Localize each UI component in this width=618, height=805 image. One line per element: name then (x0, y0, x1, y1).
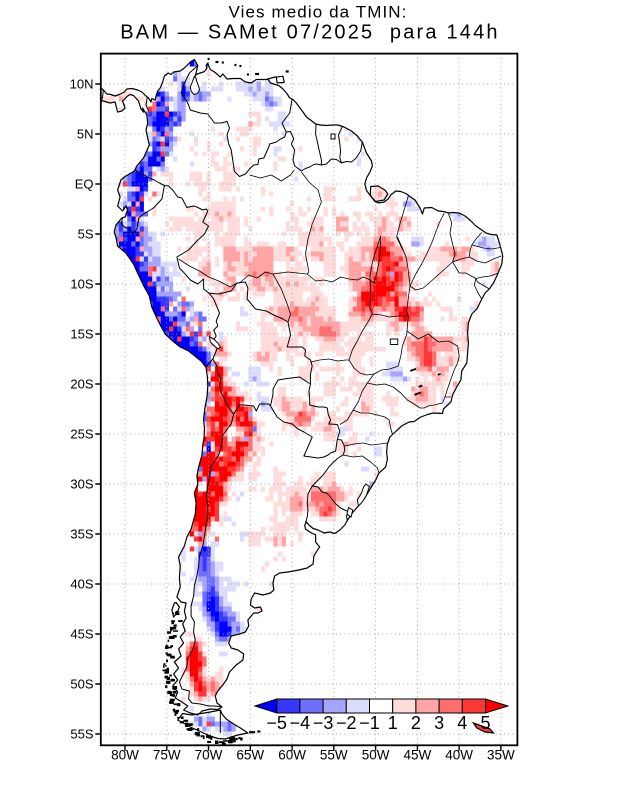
svg-text:25S: 25S (70, 427, 93, 442)
svg-text:20S: 20S (70, 377, 93, 392)
svg-text:5: 5 (480, 713, 490, 733)
svg-text:4: 4 (457, 713, 467, 733)
svg-text:1: 1 (388, 713, 398, 733)
svg-text:EQ: EQ (75, 177, 94, 192)
svg-text:60W: 60W (278, 748, 306, 763)
svg-text:40S: 40S (70, 577, 93, 592)
svg-text:−4: −4 (290, 713, 311, 733)
svg-text:50W: 50W (362, 748, 390, 763)
svg-text:70W: 70W (195, 748, 223, 763)
svg-text:45W: 45W (404, 748, 432, 763)
svg-text:10S: 10S (70, 277, 93, 292)
svg-text:80W: 80W (111, 748, 139, 763)
svg-text:−1: −1 (359, 713, 380, 733)
svg-text:Vies medio da TMIN:: Vies medio da TMIN: (228, 3, 407, 22)
svg-text:BAM — SAMet 07/2025 para 144h: BAM — SAMet 07/2025 para 144h (120, 22, 500, 44)
svg-text:40W: 40W (445, 748, 473, 763)
svg-text:10N: 10N (70, 77, 94, 92)
svg-text:3: 3 (434, 713, 444, 733)
svg-text:55S: 55S (70, 727, 93, 742)
svg-text:5N: 5N (77, 127, 94, 142)
svg-text:65W: 65W (236, 748, 264, 763)
svg-text:75W: 75W (153, 748, 181, 763)
svg-text:5S: 5S (78, 227, 94, 242)
svg-text:35S: 35S (70, 527, 93, 542)
svg-text:15S: 15S (70, 327, 93, 342)
svg-text:−2: −2 (336, 713, 357, 733)
svg-text:45S: 45S (70, 627, 93, 642)
svg-text:55W: 55W (320, 748, 348, 763)
svg-text:−3: −3 (313, 713, 334, 733)
svg-text:2: 2 (411, 713, 421, 733)
svg-text:35W: 35W (487, 748, 515, 763)
svg-text:30S: 30S (70, 477, 93, 492)
svg-text:−5: −5 (266, 713, 287, 733)
svg-text:50S: 50S (70, 677, 93, 692)
